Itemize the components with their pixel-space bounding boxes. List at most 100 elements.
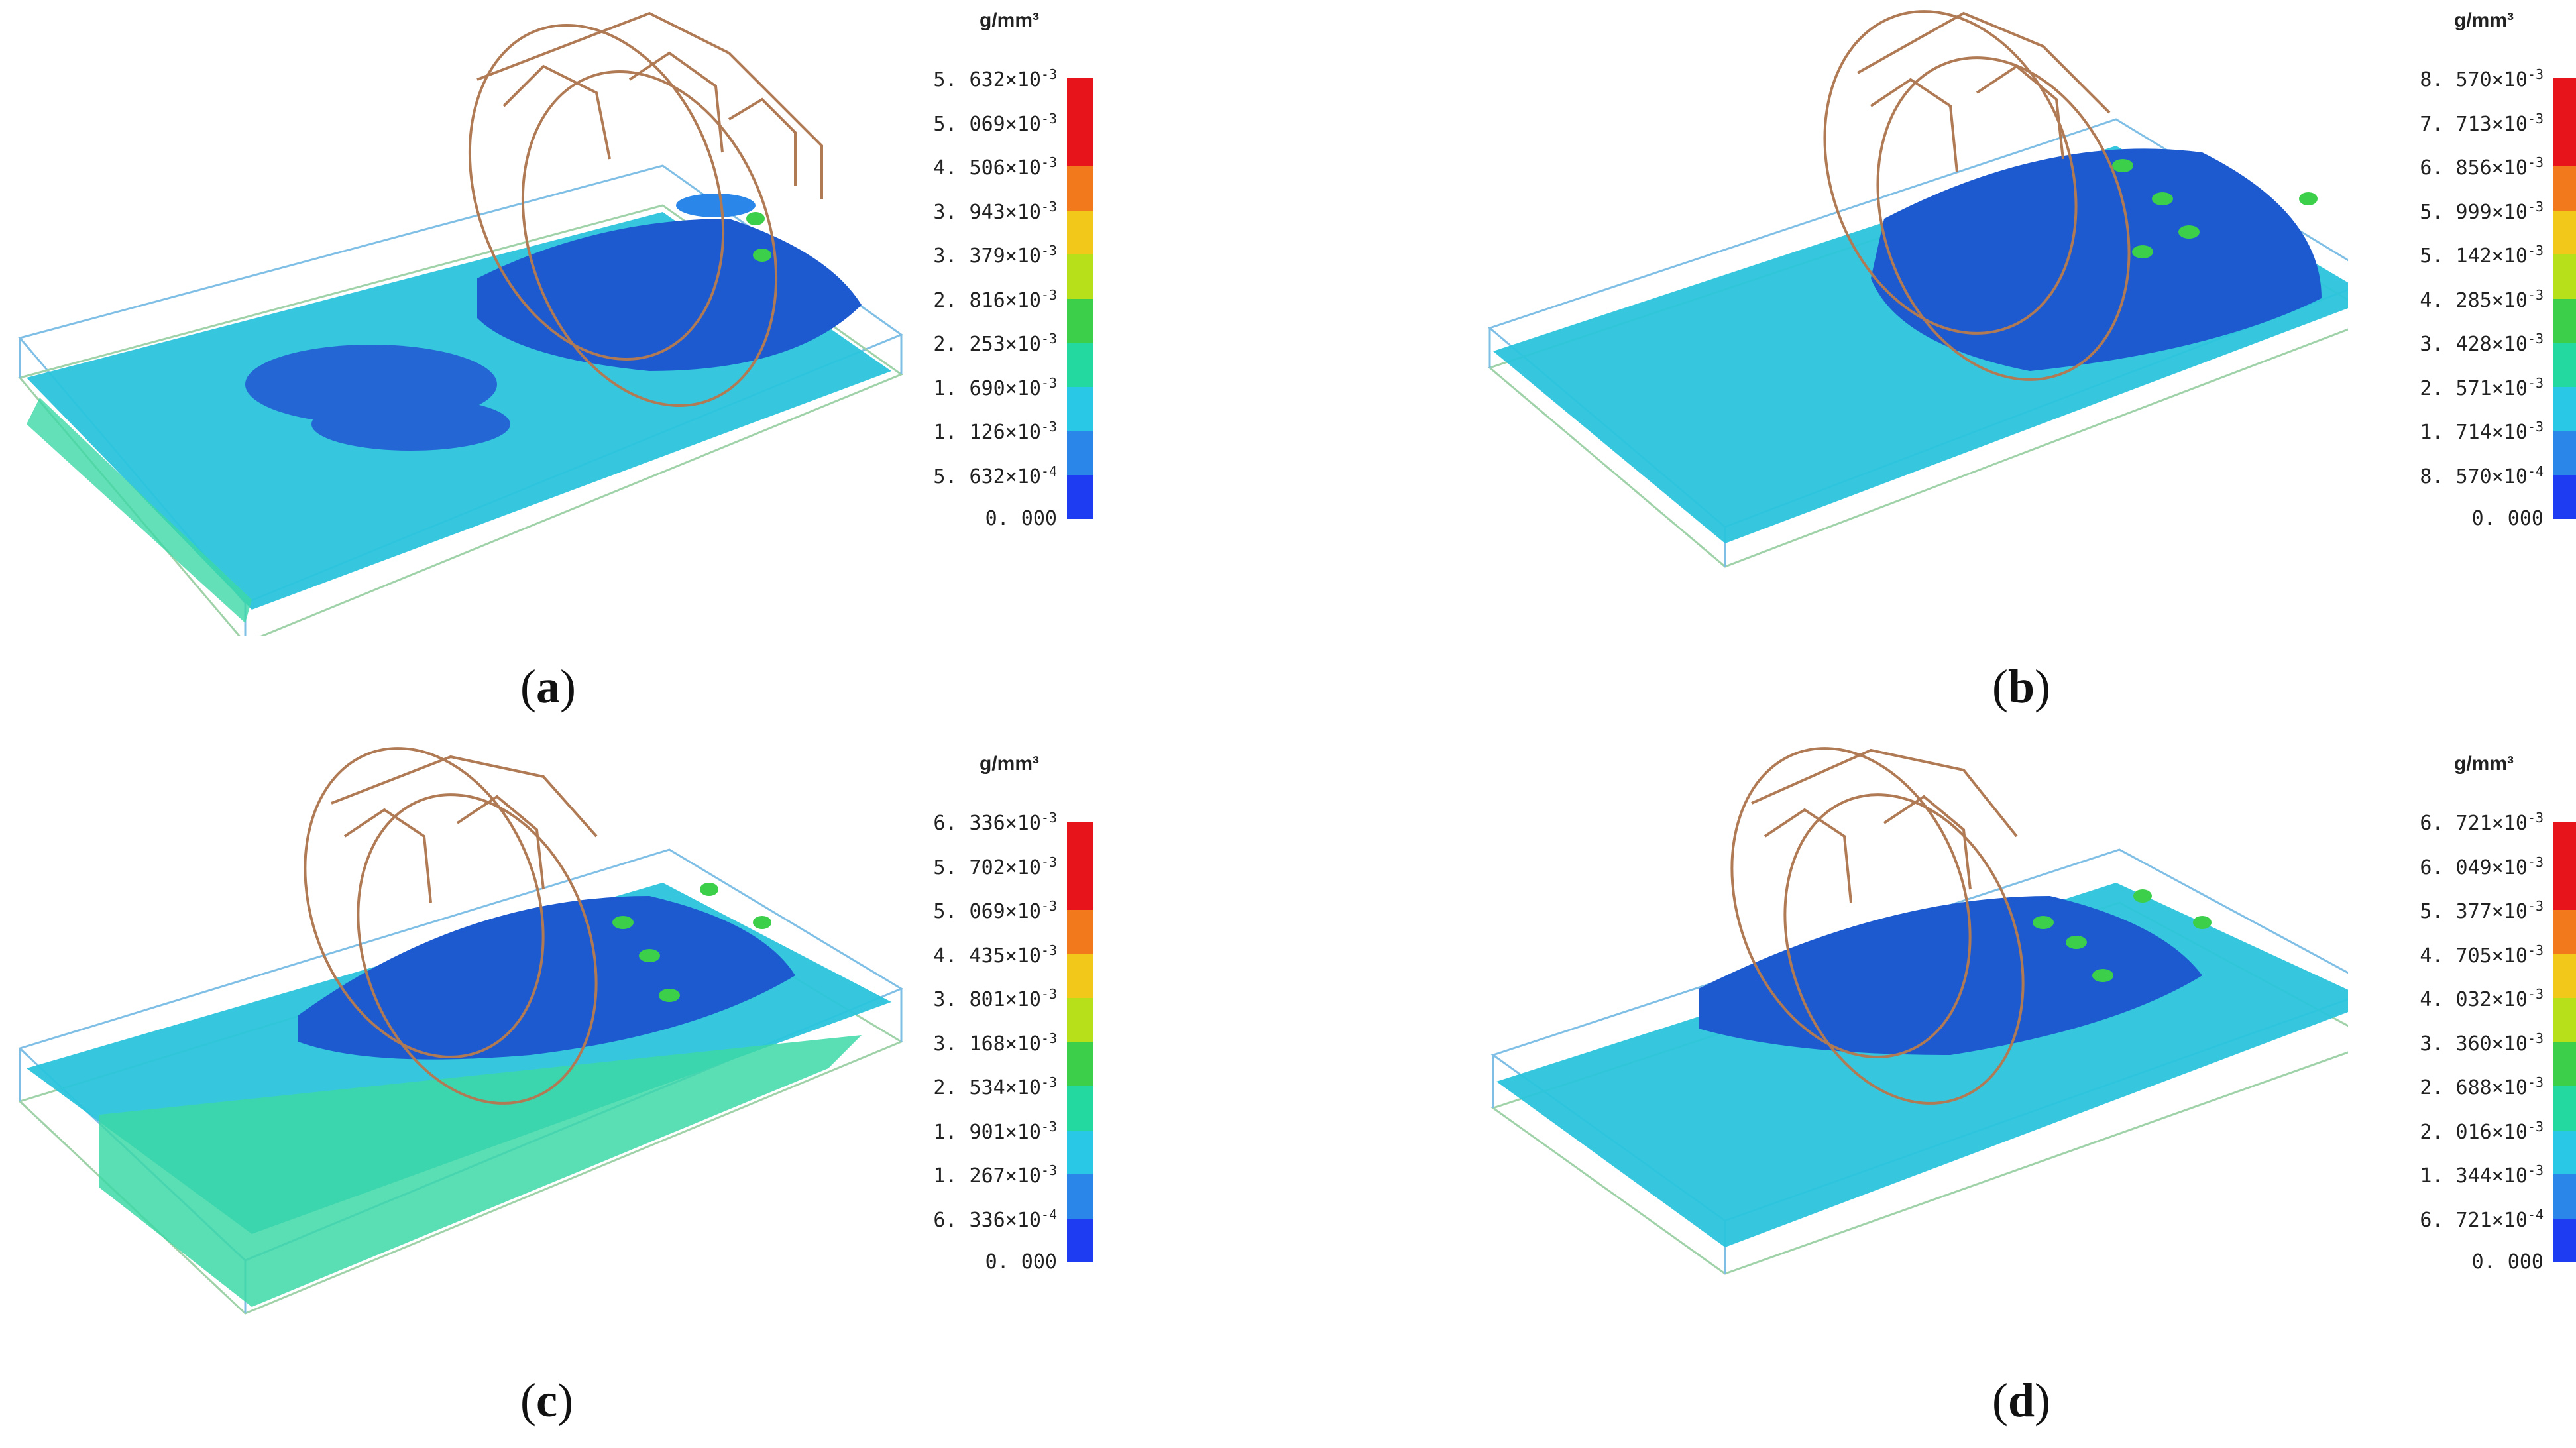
caption-c: (c) — [520, 1374, 573, 1427]
colorbar-tick-label: 3. 168×10-3 — [933, 1030, 1057, 1056]
panel-a: g/mm³ 5. 632×10-3 5. 069×10-3 4. 506×10-3 3… — [0, 0, 1288, 724]
colorbar-unit-b: g/mm³ — [2454, 9, 2514, 31]
colorbar-segment — [2553, 865, 2576, 910]
colorbar-tick-label: 2. 016×10-3 — [2420, 1118, 2544, 1144]
simulation-scene-b — [1487, 10, 2348, 568]
colorbar-segment — [2553, 122, 2576, 166]
colorbar-tick-label: 5. 632×10-3 — [933, 66, 1057, 91]
caption-a: (a) — [520, 660, 576, 713]
colorbar-tick-label: 5. 069×10-3 — [933, 110, 1057, 136]
colorbar-segment — [2553, 998, 2576, 1042]
colorbar-a — [1067, 78, 1093, 519]
colorbar-tick-label: 5. 632×10-4 — [933, 463, 1057, 488]
colorbar-tick-label: 6. 336×10-3 — [933, 810, 1057, 835]
colorbar-segment — [2553, 431, 2576, 475]
colorbar-segment — [1067, 865, 1093, 910]
simulation-scene-c — [18, 747, 904, 1315]
colorbar-segment — [2553, 1086, 2576, 1131]
colorbar-tick-label: 1. 344×10-3 — [2420, 1162, 2544, 1188]
colorbar-tick-label: 2. 688×10-3 — [2420, 1074, 2544, 1099]
panel-d: g/mm³ 6. 721×10-3 6. 049×10-3 5. 377×10-3 4… — [1288, 724, 2576, 1447]
colorbar-tick-label: 2. 571×10-3 — [2420, 374, 2544, 400]
colorbar-tick-label: 0. 000 — [2471, 1251, 2544, 1274]
colorbar-tick-label: 6. 721×10-3 — [2420, 810, 2544, 835]
colorbar-segment — [2553, 1218, 2576, 1262]
colorbar-segment — [1067, 166, 1093, 211]
colorbar-tick-label: 3. 379×10-3 — [933, 243, 1057, 268]
colorbar-segment — [1067, 298, 1093, 343]
colorbar-segment — [2553, 1042, 2576, 1086]
colorbar-tick-label: 2. 253×10-3 — [933, 331, 1057, 356]
colorbar-segment — [1067, 386, 1093, 431]
colorbar-segment — [1067, 1086, 1093, 1131]
colorbar-tick-label: 4. 506×10-3 — [933, 154, 1057, 180]
panel-b: g/mm³ 8. 570×10-3 7. 713×10-3 6. 856×10-3 5… — [1288, 0, 2576, 724]
colorbar-tick-label: 5. 702×10-3 — [933, 854, 1057, 879]
colorbar-segment — [2553, 254, 2576, 299]
colorbar-segment — [1067, 474, 1093, 519]
colorbar-segment — [1067, 210, 1093, 254]
colorbar-tick-label: 8. 570×10-4 — [2420, 463, 2544, 488]
colorbar-b — [2553, 78, 2576, 519]
colorbar-segment — [2553, 954, 2576, 998]
colorbar-segment — [2553, 298, 2576, 343]
colorbar-tick-label: 4. 705×10-3 — [2420, 942, 2544, 968]
colorbar-tick-label: 3. 360×10-3 — [2420, 1030, 2544, 1056]
colorbar-unit-a: g/mm³ — [980, 9, 1039, 31]
colorbar-segment — [2553, 1174, 2576, 1219]
colorbar-segment — [1067, 998, 1093, 1042]
colorbar-segment — [2553, 910, 2576, 954]
colorbar-segment — [1067, 78, 1093, 123]
colorbar-segment — [1067, 1130, 1093, 1174]
colorbar-segment — [2553, 343, 2576, 387]
colorbar-segment — [2553, 166, 2576, 211]
colorbar-tick-label: 1. 901×10-3 — [933, 1118, 1057, 1144]
caption-b: (b) — [1992, 660, 2051, 713]
colorbar-segment — [2553, 386, 2576, 431]
colorbar-tick-label: 7. 713×10-3 — [2420, 110, 2544, 136]
colorbar-tick-label: 8. 570×10-3 — [2420, 66, 2544, 91]
colorbar-tick-label: 1. 126×10-3 — [933, 419, 1057, 444]
colorbar-tick-label: 0. 000 — [985, 1251, 1057, 1274]
colorbar-tick-label: 1. 690×10-3 — [933, 374, 1057, 400]
colorbar-unit-d: g/mm³ — [2454, 753, 2514, 775]
colorbar-tick-label: 6. 336×10-4 — [933, 1206, 1057, 1232]
colorbar-tick-label: 6. 856×10-3 — [2420, 154, 2544, 180]
simulation-scene-a — [18, 11, 904, 636]
colorbar-segment — [1067, 1218, 1093, 1262]
colorbar-segment — [1067, 254, 1093, 299]
colorbar-tick-label: 1. 714×10-3 — [2420, 419, 2544, 444]
colorbar-tick-label: 4. 032×10-3 — [2420, 986, 2544, 1011]
colorbar-segment — [2553, 474, 2576, 519]
caption-d: (d) — [1992, 1374, 2051, 1427]
colorbar-tick-label: 0. 000 — [985, 507, 1057, 530]
colorbar-tick-label: 0. 000 — [2471, 507, 2544, 530]
colorbar-segment — [1067, 431, 1093, 475]
colorbar-tick-label: 2. 816×10-3 — [933, 286, 1057, 312]
colorbar-segment — [1067, 954, 1093, 998]
colorbar-tick-label: 3. 943×10-3 — [933, 198, 1057, 224]
colorbar-tick-label: 4. 435×10-3 — [933, 942, 1057, 968]
colorbar-tick-label: 5. 377×10-3 — [2420, 898, 2544, 923]
colorbar-tick-label: 5. 069×10-3 — [933, 898, 1057, 923]
colorbar-tick-label: 5. 142×10-3 — [2420, 243, 2544, 268]
colorbar-unit-c: g/mm³ — [980, 753, 1039, 775]
simulation-scene-d — [1490, 747, 2348, 1275]
colorbar-tick-label: 5. 999×10-3 — [2420, 198, 2544, 224]
colorbar-segment — [1067, 822, 1093, 866]
colorbar-c — [1067, 822, 1093, 1262]
colorbar-segment — [2553, 210, 2576, 254]
colorbar-tick-label: 6. 721×10-4 — [2420, 1206, 2544, 1232]
colorbar-tick-label: 2. 534×10-3 — [933, 1074, 1057, 1099]
colorbar-tick-label: 4. 285×10-3 — [2420, 286, 2544, 312]
colorbar-tick-label: 3. 801×10-3 — [933, 986, 1057, 1011]
colorbar-segment — [2553, 78, 2576, 123]
colorbar-tick-label: 3. 428×10-3 — [2420, 331, 2544, 356]
panel-c: g/mm³ 6. 336×10-3 5. 702×10-3 5. 069×10-3 4… — [0, 724, 1288, 1447]
colorbar-segment — [2553, 822, 2576, 866]
colorbar-tick-label: 1. 267×10-3 — [933, 1162, 1057, 1188]
colorbar-tick-label: 6. 049×10-3 — [2420, 854, 2544, 879]
colorbar-segment — [1067, 343, 1093, 387]
colorbar-segment — [1067, 1042, 1093, 1086]
colorbar-segment — [2553, 1130, 2576, 1174]
